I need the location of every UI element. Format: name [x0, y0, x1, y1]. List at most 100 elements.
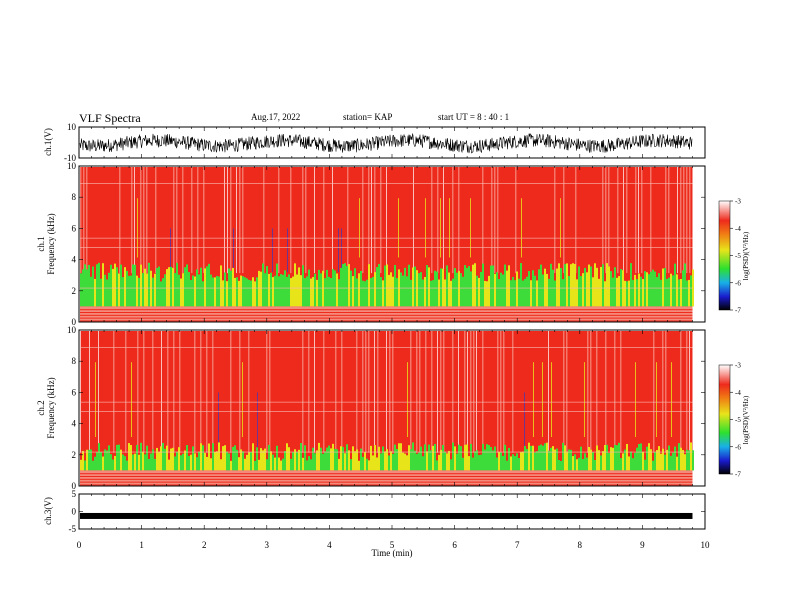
- spectrogram-column: [338, 228, 339, 273]
- spectrogram-lowband: [568, 275, 570, 307]
- spectrogram-lowband: [344, 263, 346, 307]
- spectrogram-lowband: [692, 450, 694, 471]
- spectrogram-lowband: [672, 452, 674, 471]
- spectrogram-lowband: [442, 268, 444, 307]
- spectrogram-lowband: [356, 278, 358, 307]
- spectrogram-lowband: [612, 447, 614, 471]
- spectrogram-lowband: [236, 277, 238, 307]
- spectrogram-column: [521, 198, 522, 258]
- spectrogram-lowband: [562, 279, 564, 307]
- spectrogram-lowband: [596, 445, 598, 471]
- spectrogram-lowband: [428, 267, 430, 307]
- spectrogram-lowband: [640, 276, 642, 307]
- spectrogram-column: [689, 331, 690, 453]
- spectrogram-lowband: [498, 279, 500, 307]
- ch1-spectrogram-ytick-label: 10: [67, 161, 77, 171]
- spectrogram-lowband: [126, 270, 128, 307]
- spectrogram-lowband: [430, 450, 432, 471]
- spectrogram-lowband: [290, 458, 292, 471]
- spectrogram-line: [80, 476, 693, 478]
- spectrogram-column: [347, 167, 349, 274]
- spectrogram-column: [554, 167, 556, 274]
- spectrogram-column: [341, 228, 342, 273]
- spectrogram-column: [287, 228, 288, 273]
- spectrogram-lowband: [168, 267, 170, 307]
- spectrogram-column: [500, 331, 502, 453]
- spectrogram-column: [134, 167, 135, 274]
- spectrogram-column: [203, 167, 205, 274]
- spectrogram-lowband: [506, 460, 508, 471]
- spectrogram-lowband: [524, 445, 526, 471]
- spectrogram-lowband: [586, 457, 588, 471]
- spectrogram-lowband: [434, 270, 436, 307]
- spectrogram-lowband: [400, 272, 402, 307]
- spectrogram-lowband: [262, 263, 264, 307]
- spectrogram-column: [560, 198, 561, 258]
- spectrogram-lowband: [318, 442, 320, 471]
- ch2-spectrogram: [80, 331, 694, 486]
- spectrogram-column: [380, 167, 382, 274]
- spectrogram-lowband: [128, 443, 130, 471]
- spectrogram-lowband: [526, 276, 528, 307]
- spectrogram-lowband: [446, 453, 448, 471]
- spectrogram-lowband: [232, 446, 234, 471]
- spectrogram-column: [377, 331, 379, 453]
- spectrogram-lowband: [610, 271, 612, 307]
- spectrogram-lowband: [656, 450, 658, 471]
- spectrogram-lowband: [196, 457, 198, 471]
- spectrogram-lowband: [112, 268, 114, 307]
- spectrogram-lowband: [328, 445, 330, 471]
- spectrogram-lowband: [260, 448, 262, 471]
- spectrogram-lowband: [210, 458, 212, 471]
- spectrogram-lowband: [420, 446, 422, 471]
- spectrogram-lowband: [660, 453, 662, 471]
- spectrogram-lowband: [478, 277, 480, 307]
- spectrogram-lowband: [80, 273, 82, 307]
- ch3-waveform-ytick-label: 0: [72, 507, 77, 517]
- spectrogram-lowband: [344, 453, 346, 471]
- spectrogram-lowband: [184, 450, 186, 471]
- spectrogram-lowband: [510, 280, 512, 307]
- spectrogram-lowband: [180, 278, 182, 307]
- spectrogram-lowband: [360, 448, 362, 471]
- spectrogram-lowband: [378, 446, 380, 471]
- spectrogram-lowband: [322, 270, 324, 307]
- spectrogram-column: [614, 331, 616, 453]
- spectrogram-lowband: [646, 272, 648, 307]
- spectrogram-lowband: [202, 281, 204, 307]
- spectrogram-lowband: [274, 275, 276, 307]
- spectrogram-lowband: [208, 263, 210, 307]
- spectrogram-column: [398, 198, 399, 258]
- spectrogram-lowband: [400, 443, 402, 471]
- spectrogram-lowband: [256, 447, 258, 471]
- spectrogram-lowband: [604, 444, 606, 471]
- spectrogram-lowband: [560, 268, 562, 307]
- spectrogram-lowband: [394, 444, 396, 471]
- spectrogram-lowband: [304, 445, 306, 471]
- spectrogram-lowband: [298, 449, 300, 471]
- spectrogram-lowband: [240, 449, 242, 471]
- ch1-colorbar-tick-label: -6: [735, 279, 741, 287]
- ch1-colorbar-tick-label: -5: [735, 252, 741, 260]
- spectrogram-column: [686, 167, 688, 274]
- spectrogram-lowband: [246, 454, 248, 471]
- spectrogram-column: [425, 331, 427, 453]
- x-tick-label: 2: [202, 540, 207, 550]
- spectrogram-lowband: [602, 451, 604, 471]
- spectrogram-lowband: [356, 449, 358, 471]
- spectrogram-lowband: [264, 448, 266, 471]
- spectrogram-line: [80, 314, 693, 316]
- spectrogram-column: [113, 331, 115, 453]
- spectrogram-lowband: [208, 443, 210, 471]
- spectrogram-lowband: [350, 459, 352, 471]
- spectrogram-lowband: [456, 272, 458, 307]
- ch1-spectrogram-ytick-label: 4: [72, 255, 77, 265]
- spectrogram-lowband: [624, 280, 626, 307]
- spectrogram-line: [80, 309, 693, 311]
- spectrogram-lowband: [562, 442, 564, 471]
- spectrogram-lowband: [352, 276, 354, 307]
- spectrogram-lowband: [656, 277, 658, 307]
- spectrogram-lowband: [94, 278, 96, 307]
- spectrogram-column: [146, 167, 148, 274]
